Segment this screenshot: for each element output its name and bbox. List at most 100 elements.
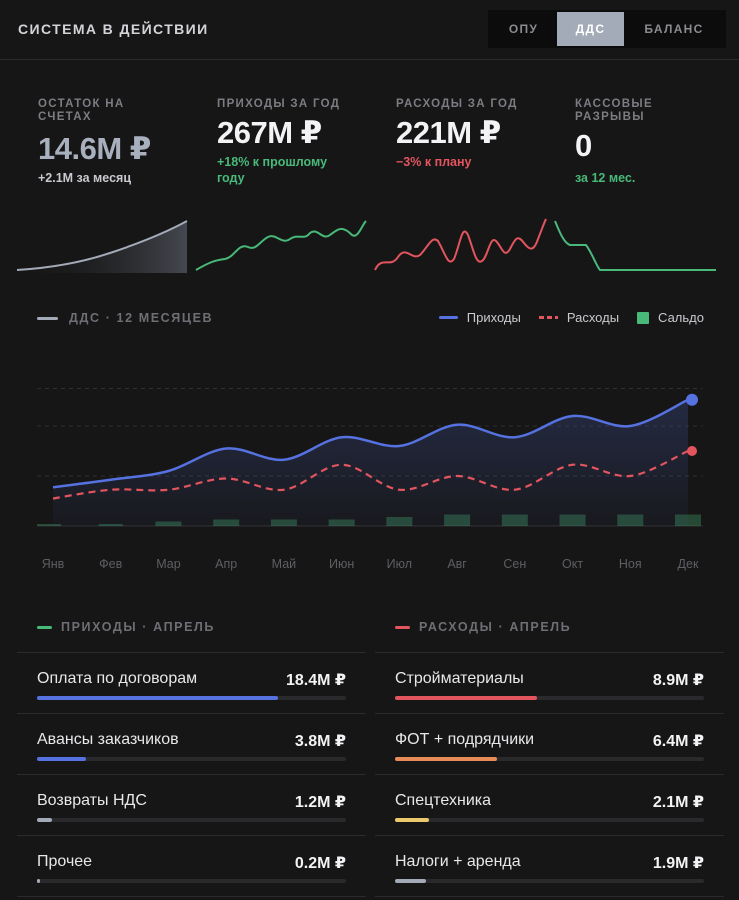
expense-row-value: 6.4M ₽ <box>652 733 704 750</box>
view-tabs: ОПУ ДДС БАЛАНС <box>488 10 726 48</box>
expense-row-bar-fill <box>395 696 538 700</box>
tab-opu[interactable]: ОПУ <box>508 22 539 36</box>
legend-expense-swatch <box>538 316 558 319</box>
chart-legend: Приходы Расходы Сальдо <box>438 310 704 325</box>
legend-income: Приходы <box>438 310 521 325</box>
expense-row-bar-track <box>395 696 704 700</box>
x-tick-label: Ноя <box>619 557 642 571</box>
x-tick-label: Авг <box>447 557 467 571</box>
x-tick-label: Июл <box>387 557 412 571</box>
income-row-bar-track <box>37 757 346 761</box>
expense-title-marker <box>395 626 410 630</box>
legend-expense-label: Расходы <box>566 310 620 325</box>
expense-row-bar-fill <box>395 879 426 883</box>
expense-row[interactable]: Налоги + аренда 1.9M ₽ <box>375 836 724 897</box>
kpi-label: КАССОВЫЕ РАЗРЫВЫ <box>575 98 653 123</box>
income-row-label: Возвраты НДС <box>37 792 147 809</box>
kpi-label: РАСХОДЫ ЗА ГОД <box>396 98 518 110</box>
kpi-sub: −3% к плану <box>396 155 472 169</box>
income-row-bar-track <box>37 818 346 822</box>
income-row[interactable]: Авансы заказчиков 3.8M ₽ <box>17 714 366 775</box>
expense-breakdown: РАСХОДЫ · АПРЕЛЬ Стройматериалы 8.9M ₽ ФОТ… <box>375 620 724 897</box>
header: СИСТЕМА В ДЕЙСТВИИ ОПУ ДДС БАЛАНС <box>0 0 739 60</box>
income-title-text: ПРИХОДЫ · АПРЕЛЬ <box>61 620 216 634</box>
expense-row-label: ФОТ + подрядчики <box>395 731 535 748</box>
income-row[interactable]: Оплата по договорам 18.4M ₽ <box>17 653 366 714</box>
kpi-cash-gaps: КАССОВЫЕ РАЗРЫВЫ 0 за 12 мес. <box>575 98 739 186</box>
income-row-bar-fill <box>37 879 41 883</box>
legend-saldo: Сальдо <box>637 310 704 325</box>
expense-end-marker <box>687 446 697 456</box>
income-line <box>52 398 689 489</box>
tab-balance[interactable]: БАЛАНС <box>644 22 704 36</box>
cashflow-chart: Янв Фев Мар Апр Май Июн Июл Авг Сен Окт Ноя Дек <box>37 388 703 571</box>
x-tick-label: Мар <box>156 557 181 571</box>
x-tick-label: Фев <box>99 557 122 571</box>
saldo-bar <box>37 524 61 526</box>
expense-row-label: Налоги + аренда <box>395 853 521 870</box>
income-row-bar-fill <box>37 696 279 700</box>
income-row-label: Авансы заказчиков <box>37 731 179 748</box>
legend-income-label: Приходы <box>466 310 521 325</box>
income-row[interactable]: Возвраты НДС 1.2M ₽ <box>17 775 366 836</box>
kpi-value: 14.6M ₽ <box>38 131 151 166</box>
expense-row-bar-track <box>395 757 704 761</box>
kpi-value: 0 <box>575 128 592 163</box>
expense-row-bar-track <box>395 818 704 822</box>
kpi-sub: +2.1M за месяц <box>38 171 131 185</box>
expense-row-label: Стройматериалы <box>395 670 524 687</box>
income-area <box>53 399 688 526</box>
sparkline-balance-area <box>17 221 187 273</box>
income-row-value: 1.2M ₽ <box>294 794 346 811</box>
expense-row[interactable]: ФОТ + подрядчики 6.4M ₽ <box>375 714 724 775</box>
kpi-income: ПРИХОДЫ ЗА ГОД 267M ₽ +18% к прошлому го… <box>217 98 387 186</box>
kpi-label: ОСТАТОК НА СЧЕТАХ <box>38 98 125 123</box>
legend-expense: Расходы <box>538 310 620 325</box>
expense-row-bar-fill <box>395 757 497 761</box>
sparkline-cash-gaps <box>554 220 716 271</box>
income-row[interactable]: Прочее 0.2M ₽ <box>17 836 366 897</box>
x-tick-label: Янв <box>42 557 65 571</box>
x-tick-label: Окт <box>562 557 583 571</box>
sparkline-income <box>195 220 367 271</box>
x-tick-label: Апр <box>215 557 237 571</box>
x-tick-label: Июн <box>329 557 354 571</box>
expense-row-bar-fill <box>395 818 429 822</box>
income-end-marker <box>686 393 698 406</box>
kpi-value: 267M ₽ <box>217 115 322 150</box>
tab-dds[interactable]: ДДС <box>557 12 624 46</box>
sparkline-expense <box>374 218 547 271</box>
income-breakdown-title: ПРИХОДЫ · АПРЕЛЬ <box>17 620 366 640</box>
kpi-value: 221M ₽ <box>396 115 501 150</box>
kpi-sparklines <box>16 218 716 273</box>
income-row-bar-fill <box>37 757 87 761</box>
income-row-value: 18.4M ₽ <box>285 672 346 689</box>
expense-title-text: РАСХОДЫ · АПРЕЛЬ <box>419 620 572 634</box>
kpi-expense: РАСХОДЫ ЗА ГОД 221M ₽ −3% к плану <box>396 98 566 170</box>
income-row-bar-track <box>37 879 346 883</box>
app-title: СИСТЕМА В ДЕЙСТВИИ <box>18 21 209 37</box>
legend-income-swatch <box>438 316 458 319</box>
income-rows: Оплата по договорам 18.4M ₽ Авансы заказчи… <box>17 652 366 897</box>
x-tick-label: Сен <box>503 557 526 571</box>
kpi-label: ПРИХОДЫ ЗА ГОД <box>217 98 341 110</box>
income-row-value: 0.2M ₽ <box>294 855 346 872</box>
expense-row[interactable]: Спецтехника 2.1M ₽ <box>375 775 724 836</box>
income-breakdown: ПРИХОДЫ · АПРЕЛЬ Оплата по договорам 18.4… <box>17 620 366 897</box>
chart-title: ДДС · 12 МЕСЯЦЕВ <box>37 311 213 325</box>
legend-saldo-label: Сальдо <box>658 310 704 325</box>
expense-row-value: 2.1M ₽ <box>652 794 704 811</box>
expense-row-value: 1.9M ₽ <box>652 855 704 872</box>
kpi-sub: +18% к прошлому году <box>217 155 328 185</box>
income-row-bar-fill <box>37 818 53 822</box>
x-tick-label: Дек <box>678 557 699 571</box>
expense-row-bar-track <box>395 879 704 883</box>
chart-title-marker <box>37 317 58 321</box>
expense-row[interactable]: Стройматериалы 8.9M ₽ <box>375 653 724 714</box>
expense-breakdown-title: РАСХОДЫ · АПРЕЛЬ <box>375 620 724 640</box>
expense-row-value: 8.9M ₽ <box>652 672 704 689</box>
income-row-label: Оплата по договорам <box>37 670 198 687</box>
kpi-sub: за 12 мес. <box>575 171 636 185</box>
chart-title-text: ДДС · 12 МЕСЯЦЕВ <box>69 311 214 325</box>
income-row-label: Прочее <box>37 853 93 870</box>
